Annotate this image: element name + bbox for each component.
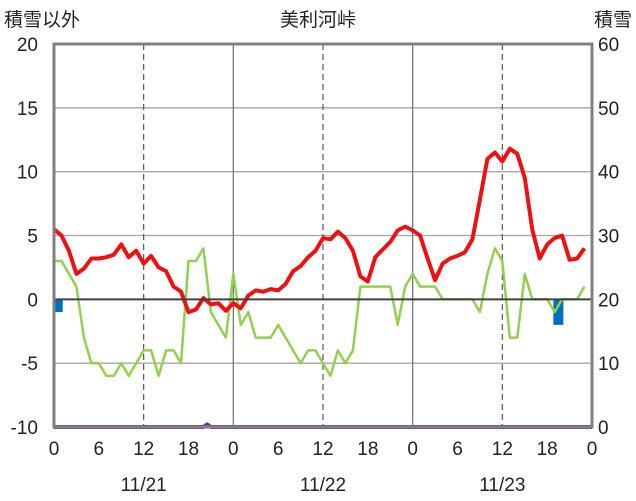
bars-layer <box>52 299 564 325</box>
left-axis-label: 積雪以外 <box>4 9 80 31</box>
x-tick-label: 0 <box>587 439 598 460</box>
x-tick-label: 6 <box>273 439 284 460</box>
right-tick-label: 30 <box>598 227 619 248</box>
x-tick-label: 12 <box>133 439 154 460</box>
chart-title: 美利河峠 <box>280 9 356 31</box>
left-tick-label: 10 <box>17 163 38 184</box>
x-tick-label: 12 <box>312 439 333 460</box>
x-tick-label: 0 <box>228 439 239 460</box>
x-tick-label: 12 <box>492 439 513 460</box>
series-line-green <box>54 247 586 378</box>
x-tick-label: 6 <box>94 439 105 460</box>
bar <box>553 299 564 325</box>
right-tick-label: 0 <box>598 418 609 439</box>
x-tick-label: 0 <box>49 439 60 460</box>
right-tick-label: 40 <box>598 163 619 184</box>
left-tick-label: -5 <box>21 354 38 375</box>
x-tick-label: 6 <box>452 439 463 460</box>
right-tick-label: 10 <box>598 354 619 375</box>
left-tick-label: 15 <box>17 99 38 120</box>
date-label: 11/22 <box>300 475 346 496</box>
plot-border <box>52 42 594 429</box>
x-tick-label: 18 <box>537 439 558 460</box>
series-line-red <box>52 146 587 315</box>
left-tick-label: 0 <box>27 290 38 311</box>
x-tick-label: 18 <box>178 439 199 460</box>
left-tick-label: -10 <box>11 418 38 439</box>
right-tick-label: 50 <box>598 99 619 120</box>
left-tick-label: 20 <box>17 35 38 56</box>
date-label: 11/23 <box>479 475 525 496</box>
right-tick-label: 20 <box>598 290 619 311</box>
left-tick-label: 5 <box>27 227 38 248</box>
plot-frame <box>52 42 594 429</box>
date-label: 11/21 <box>121 475 167 496</box>
right-tick-label: 60 <box>598 35 619 56</box>
grid <box>54 43 592 428</box>
bar <box>52 299 63 313</box>
x-tick-label: 18 <box>357 439 378 460</box>
right-axis-label: 積雪 <box>594 9 632 31</box>
x-tick-label: 0 <box>407 439 418 460</box>
